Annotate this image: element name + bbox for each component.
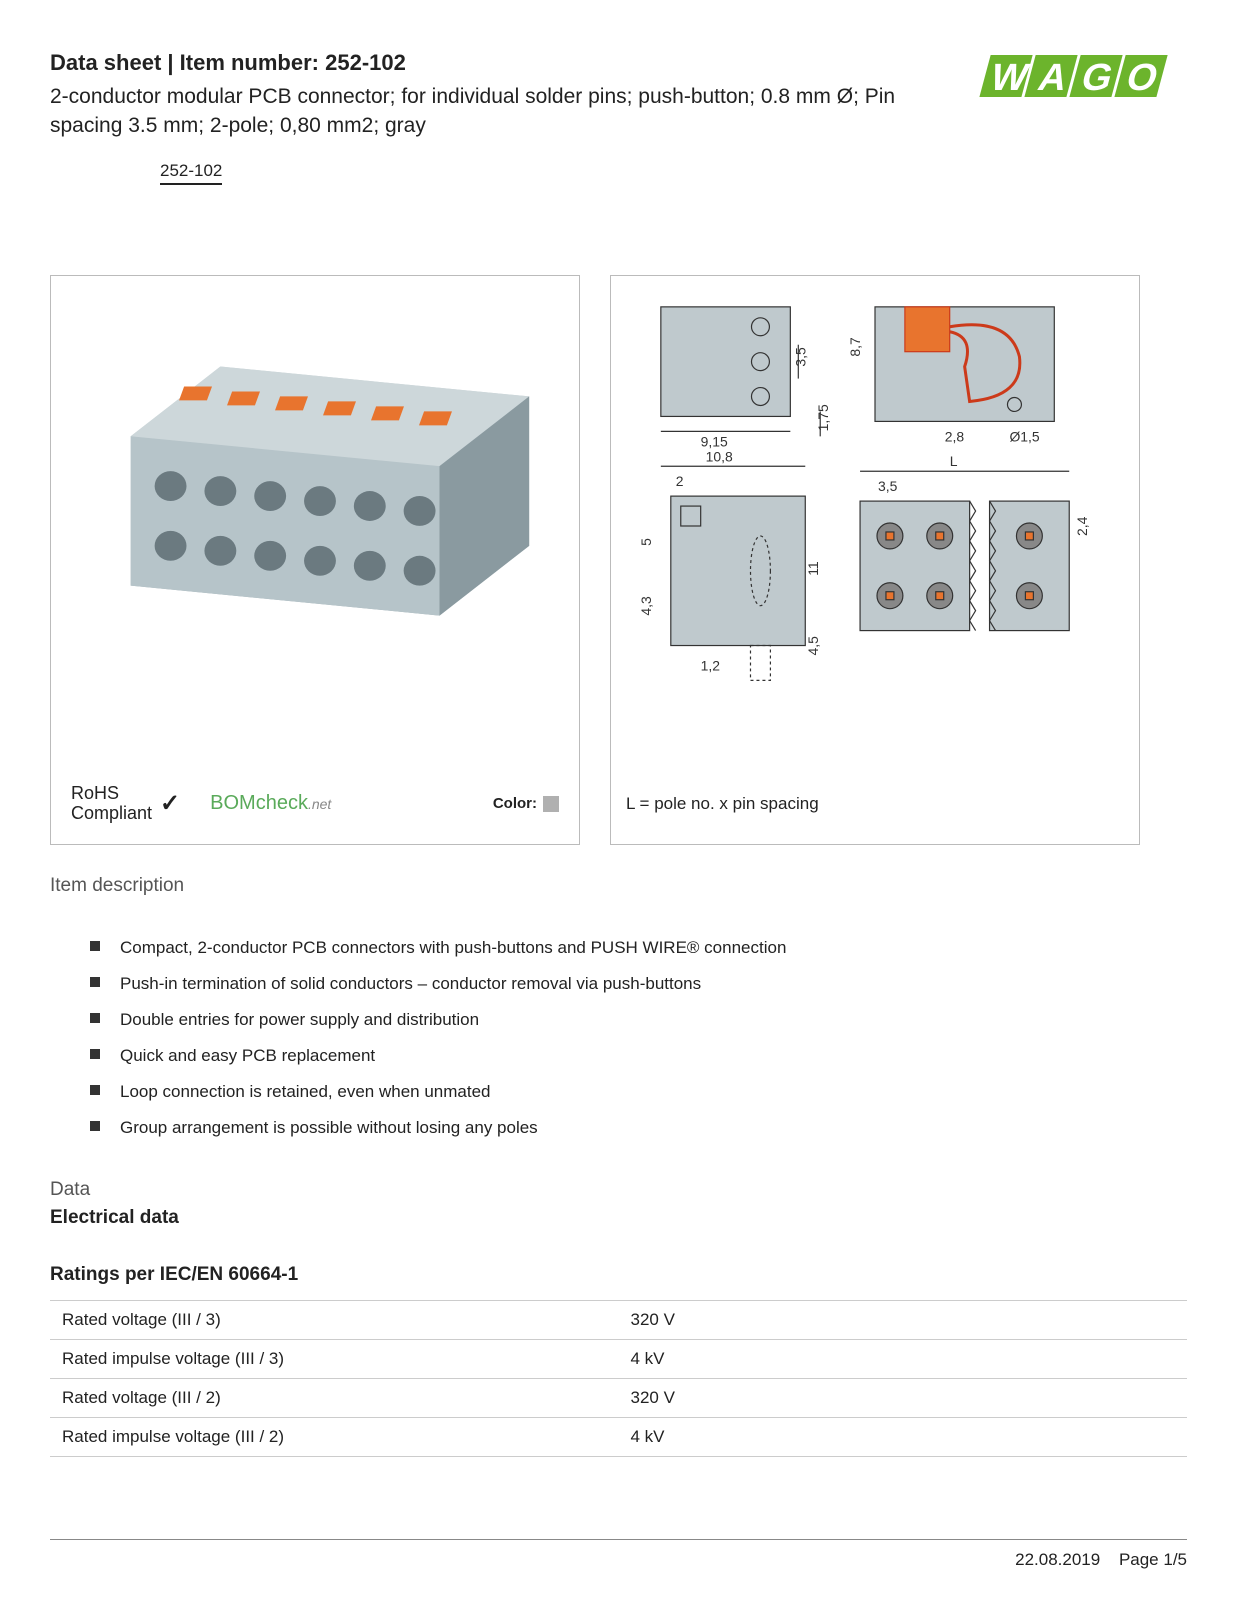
description-list: Compact, 2-conductor PCB connectors with… <box>50 937 1187 1140</box>
dim-d1-5: Ø1,5 <box>1009 428 1039 444</box>
list-item: Push-in termination of solid conductors … <box>90 973 1187 995</box>
list-item: Compact, 2-conductor PCB connectors with… <box>90 937 1187 959</box>
table-row: Rated voltage (III / 2) 320 V <box>50 1379 1187 1418</box>
table-row: Rated impulse voltage (III / 2) 4 kV <box>50 1418 1187 1457</box>
rating-label: Rated voltage (III / 3) <box>50 1301 619 1340</box>
electrical-data-title: Electrical data <box>50 1207 1187 1229</box>
rating-label: Rated impulse voltage (III / 2) <box>50 1418 619 1457</box>
color-label-text: Color: <box>493 795 537 812</box>
dim-2-4: 2,4 <box>1074 516 1090 536</box>
rating-value: 4 kV <box>619 1340 1188 1379</box>
item-number: 252-102 <box>325 50 406 75</box>
color-indicator: Color: <box>493 795 559 812</box>
dim-4-3: 4,3 <box>638 596 654 616</box>
check-icon: ✓ <box>160 789 180 818</box>
rating-label: Rated impulse voltage (III / 3) <box>50 1340 619 1379</box>
bomcheck-suffix: .net <box>308 796 331 812</box>
rating-value: 320 V <box>619 1301 1188 1340</box>
dim-2-8: 2,8 <box>945 428 965 444</box>
bomcheck-logo: BOMcheck.net <box>210 792 331 815</box>
dim-pitch: 3,5 <box>878 478 898 494</box>
rohs-badge: RoHS Compliant ✓ <box>71 784 180 824</box>
list-item-text: Compact, 2-conductor PCB connectors with… <box>120 938 786 957</box>
compliance-row: RoHS Compliant ✓ BOMcheck.net Color: <box>71 784 559 824</box>
technical-drawing-panel: 3,5 9,15 8,7 2,8 Ø1,5 1,75 10,8 2 <box>610 275 1140 845</box>
title-prefix: Data sheet | Item number: <box>50 50 325 75</box>
tech-drawing-footer: L = pole no. x pin spacing <box>626 794 819 814</box>
list-item: Double entries for power supply and dist… <box>90 1009 1187 1031</box>
table-row: Rated impulse voltage (III / 3) 4 kV <box>50 1340 1187 1379</box>
dim-1-75: 1,75 <box>815 404 831 431</box>
list-item-text: Quick and easy PCB replacement <box>120 1046 375 1065</box>
item-description-title: Item description <box>50 875 1187 897</box>
list-item-text: Push-in termination of solid conductors … <box>120 974 701 993</box>
footer-date: 22.08.2019 <box>1015 1550 1100 1569</box>
rating-value: 320 V <box>619 1379 1188 1418</box>
technical-drawing: 3,5 9,15 8,7 2,8 Ø1,5 1,75 10,8 2 <box>621 286 1129 766</box>
product-photo-panel: RoHS Compliant ✓ BOMcheck.net Color: <box>50 275 580 845</box>
dim-3-5: 3,5 <box>792 347 808 367</box>
header-title: Data sheet | Item number: 252-102 <box>50 50 957 76</box>
rating-label: Rated voltage (III / 2) <box>50 1379 619 1418</box>
dim-L: L <box>950 453 958 469</box>
rating-value: 4 kV <box>619 1418 1188 1457</box>
list-item-text: Loop connection is retained, even when u… <box>120 1082 490 1101</box>
dim-4-5: 4,5 <box>805 636 821 656</box>
bomcheck-text: BOMcheck <box>210 792 308 814</box>
color-swatch <box>543 796 559 812</box>
footer-page: Page 1/5 <box>1119 1550 1187 1569</box>
page-header: Data sheet | Item number: 252-102 2-cond… <box>50 50 1187 185</box>
dim-10-8: 10,8 <box>706 448 733 464</box>
ratings-table-title: Ratings per IEC/EN 60664-1 <box>50 1264 1187 1286</box>
header-subtitle: 2-conductor modular PCB connector; for i… <box>50 82 957 141</box>
table-row: Rated voltage (III / 3) 320 V <box>50 1301 1187 1340</box>
part-number-underlined: 252-102 <box>160 161 222 185</box>
header-text-block: Data sheet | Item number: 252-102 2-cond… <box>50 50 957 185</box>
data-section-title: Data <box>50 1179 1187 1201</box>
list-item: Group arrangement is possible without lo… <box>90 1117 1187 1139</box>
dim-8-7: 8,7 <box>847 337 863 357</box>
dim-5: 5 <box>638 538 654 546</box>
list-item: Loop connection is retained, even when u… <box>90 1081 1187 1103</box>
dim-1-2: 1,2 <box>701 657 721 673</box>
rohs-line2: Compliant <box>71 804 152 824</box>
images-row: RoHS Compliant ✓ BOMcheck.net Color: <box>50 275 1187 845</box>
list-item-text: Double entries for power supply and dist… <box>120 1010 479 1029</box>
page-footer: 22.08.2019 Page 1/5 <box>50 1539 1187 1570</box>
dim-11: 11 <box>805 561 821 576</box>
ratings-table: Rated voltage (III / 3) 320 V Rated impu… <box>50 1300 1187 1457</box>
rohs-line1: RoHS <box>71 784 152 804</box>
product-rendering <box>61 286 569 726</box>
dim-2: 2 <box>676 473 684 489</box>
dim-9-15: 9,15 <box>701 433 728 449</box>
wago-logo: W A G O <box>977 50 1187 110</box>
list-item: Quick and easy PCB replacement <box>90 1045 1187 1067</box>
list-item-text: Group arrangement is possible without lo… <box>120 1118 538 1137</box>
